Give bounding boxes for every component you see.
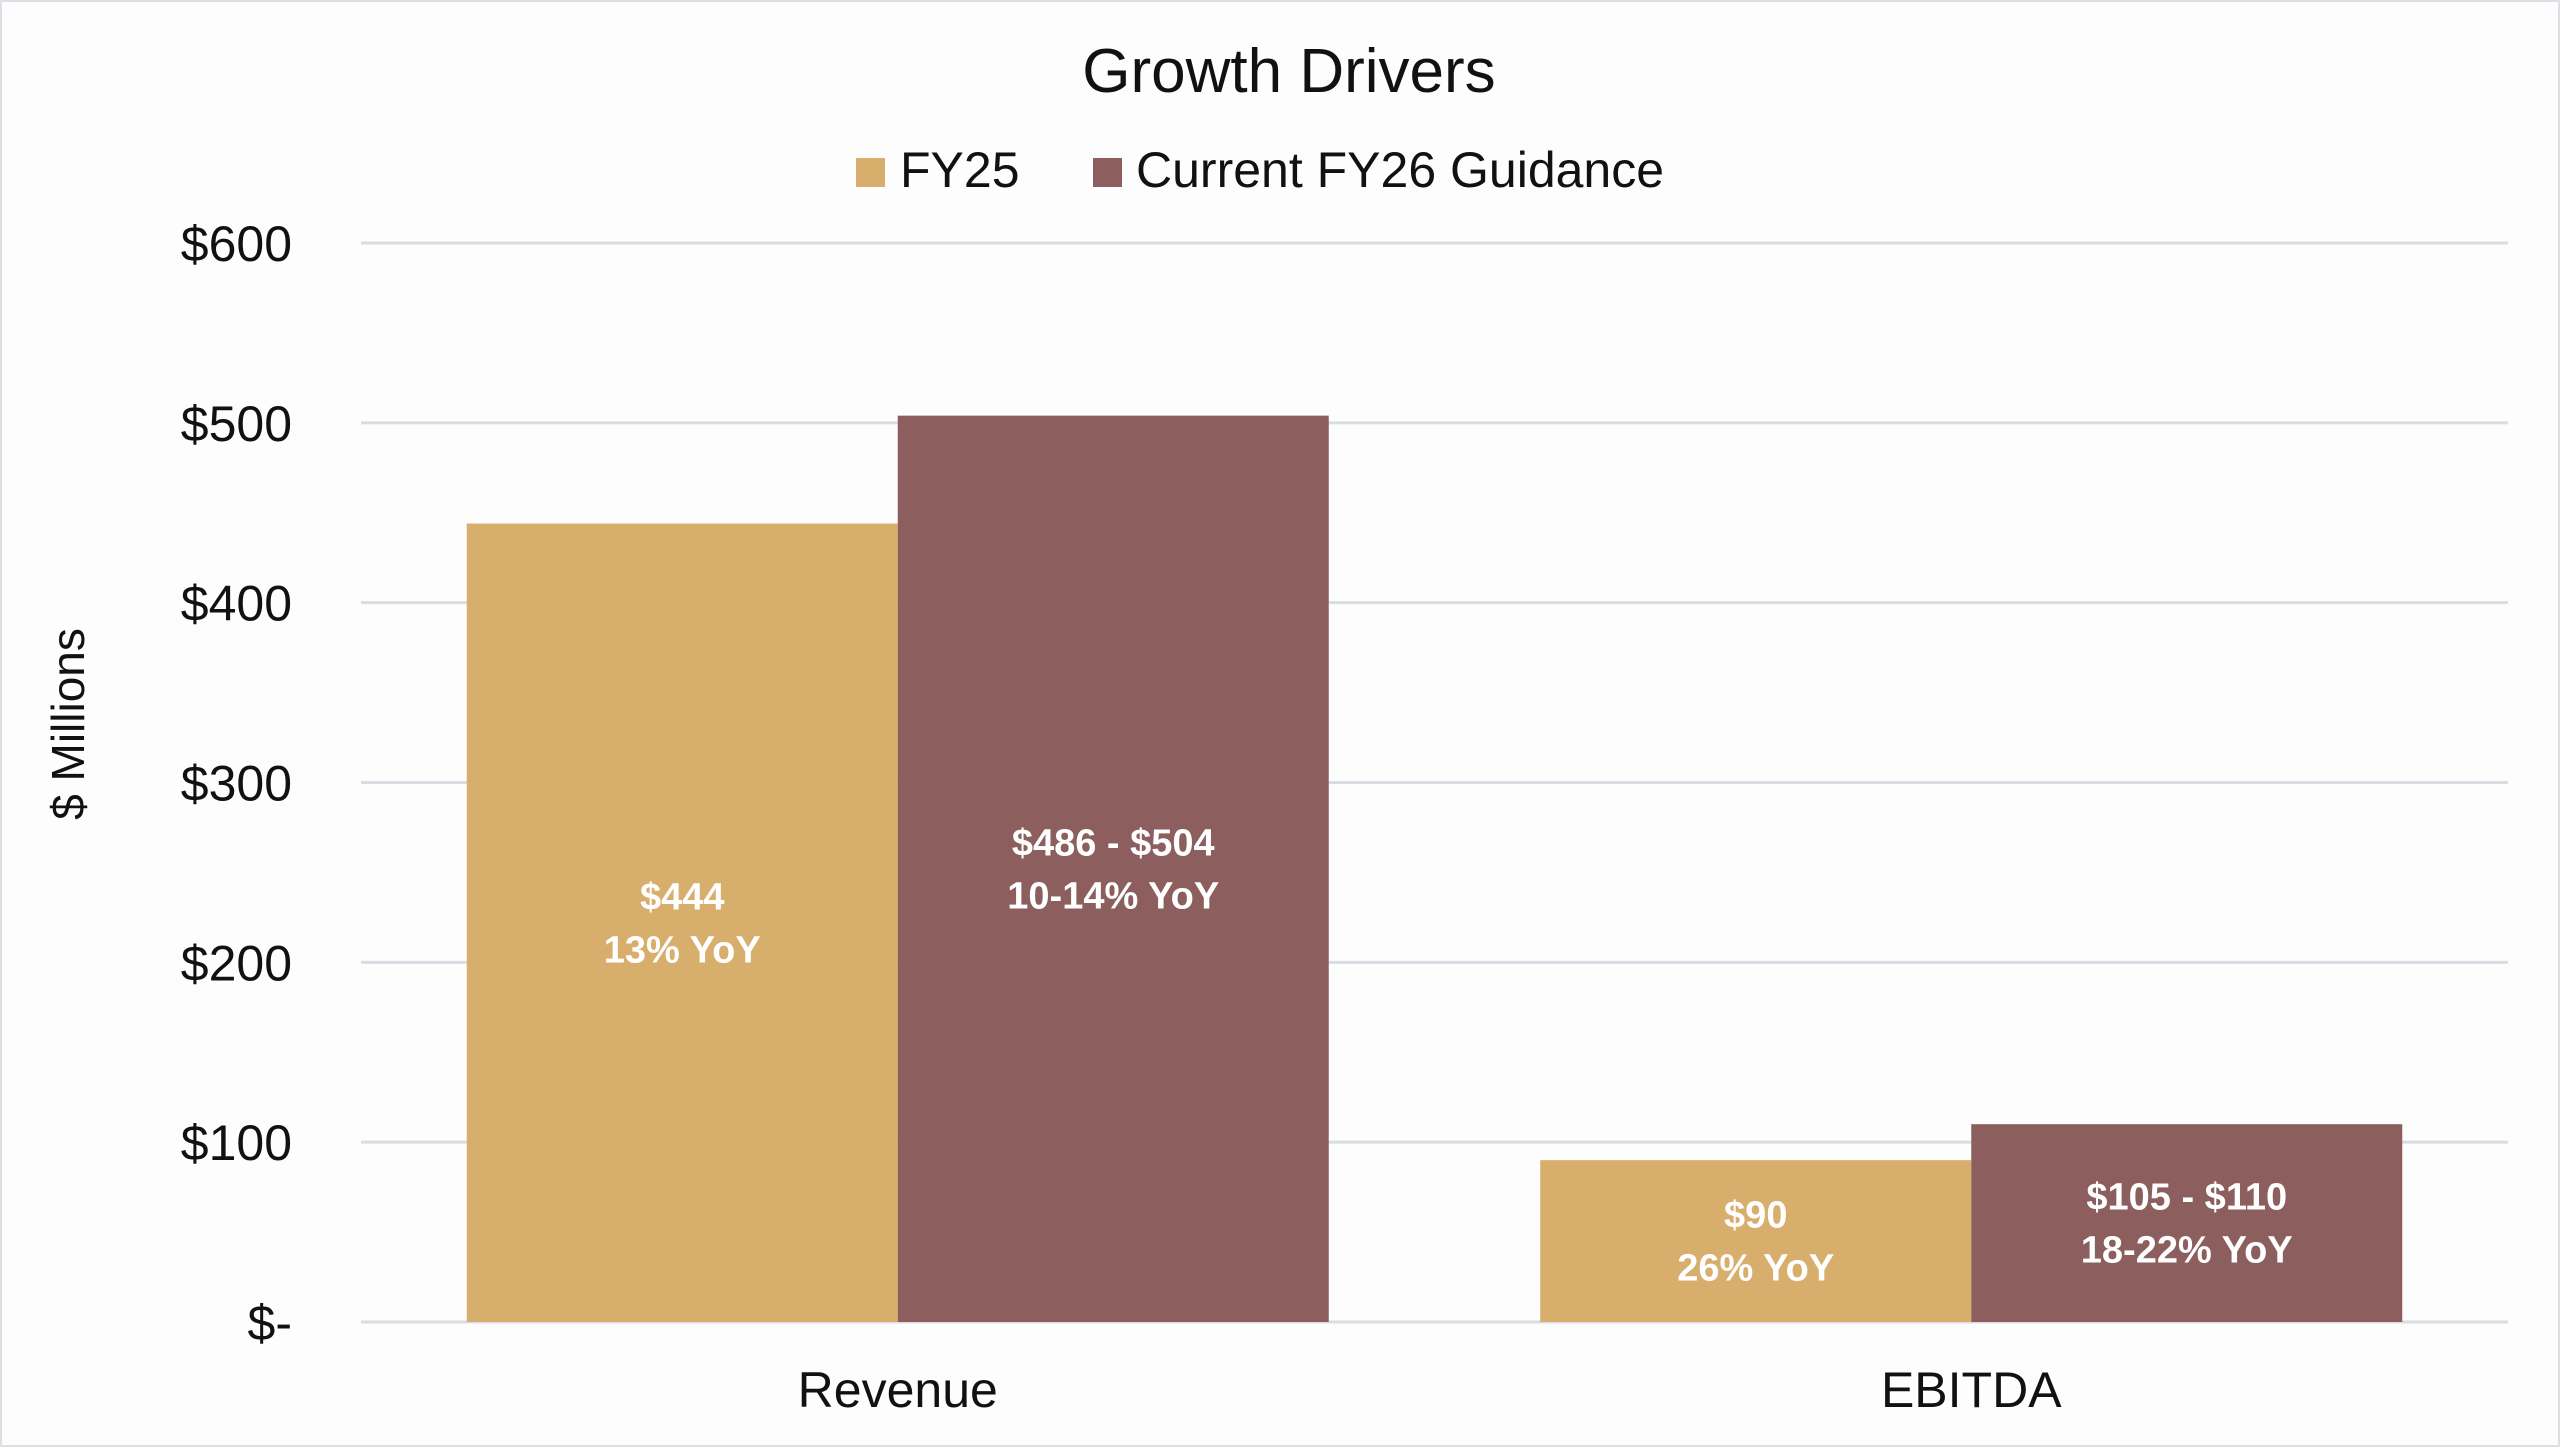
legend-label-fy26-guidance: Current FY26 Guidance — [1136, 142, 1664, 198]
legend: FY25 Current FY26 Guidance — [856, 142, 1664, 198]
legend-swatch-fy25 — [856, 158, 885, 187]
y-tick-label: $200 — [181, 935, 292, 991]
data-label: $486 - $504 — [1012, 822, 1215, 864]
y-tick-label: $- — [248, 1295, 292, 1351]
y-tick-label: $100 — [181, 1115, 292, 1171]
data-label: 10-14% YoY — [1007, 875, 1219, 917]
category-label-ebitda: EBITDA — [1881, 1362, 2062, 1418]
category-label-revenue: Revenue — [798, 1362, 998, 1418]
bar-ebitda-fy26-guidance — [1971, 1124, 2403, 1322]
data-label: 13% YoY — [604, 929, 761, 971]
y-tick-labels: $- $100 $200 $300 $400 $500 $600 — [181, 216, 292, 1351]
y-tick-label: $600 — [181, 216, 292, 272]
data-label: 26% YoY — [1677, 1248, 1834, 1290]
legend-label-fy25: FY25 — [900, 142, 1020, 198]
y-tick-label: $300 — [181, 756, 292, 812]
category-labels: Revenue EBITDA — [798, 1362, 2063, 1418]
y-axis-title: $ Millions — [42, 628, 94, 820]
data-label: $90 — [1724, 1195, 1787, 1237]
legend-swatch-fy26-guidance — [1093, 158, 1122, 187]
bar-ebitda-fy25 — [1540, 1160, 1972, 1322]
bar-revenue-fy25 — [466, 523, 898, 1322]
bars — [466, 415, 2403, 1322]
y-tick-label: $400 — [181, 576, 292, 632]
chart-title: Growth Drivers — [1082, 37, 1495, 106]
data-labels: $444 13% YoY $486 - $504 10-14% YoY $90 26% Y… — [604, 822, 2293, 1289]
data-label: $105 - $110 — [2086, 1177, 2287, 1219]
bar-revenue-fy26-guidance — [897, 415, 1329, 1322]
data-label: 18-22% YoY — [2081, 1230, 2293, 1272]
data-label: $444 — [640, 876, 725, 918]
y-tick-label: $500 — [181, 396, 292, 452]
